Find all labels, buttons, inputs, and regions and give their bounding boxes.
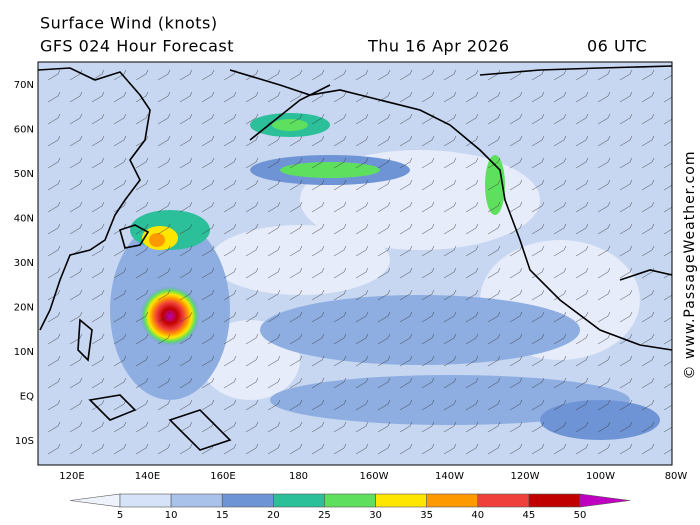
lon-label: 180 [289, 471, 308, 482]
colorbar-label: 45 [523, 510, 536, 521]
colorbar-label: 25 [318, 510, 331, 521]
credit: © www.PassageWeather.com [682, 150, 698, 379]
colorbar-start [69, 493, 121, 508]
colorbar-label: 30 [369, 510, 382, 521]
colorbar-label: 20 [267, 510, 280, 521]
colorbar-label: 40 [471, 510, 484, 521]
map-field [38, 62, 672, 465]
colorbar: 5 10 15 20 25 30 35 40 45 50 [69, 493, 631, 521]
lon-label: 140E [135, 471, 160, 482]
colorbar-label: 10 [165, 510, 178, 521]
colorbar-segment [273, 493, 325, 508]
lat-label: 10S [15, 436, 34, 447]
lon-label: 100W [586, 471, 615, 482]
lat-label: 40N [14, 214, 34, 225]
time: 06 UTC [587, 37, 647, 56]
lat-label: 50N [14, 169, 34, 180]
date: Thu 16 Apr 2026 [367, 37, 510, 56]
map-frame [37, 61, 673, 466]
colorbar-segment [170, 493, 223, 508]
lon-label: 160W [360, 471, 389, 482]
lat-label: 70N [14, 80, 34, 91]
lat-label: EQ [20, 392, 34, 403]
colorbar-label: 5 [117, 510, 123, 521]
lat-label: 10N [14, 347, 34, 358]
colorbar-segment [426, 493, 479, 508]
colorbar-segment [528, 493, 581, 508]
lon-label: 80W [665, 471, 688, 482]
lat-label: 60N [14, 125, 34, 136]
colorbar-segment [119, 493, 172, 508]
lon-label: 160E [210, 471, 235, 482]
coastlines [37, 65, 673, 451]
colorbar-segment [221, 493, 274, 508]
colorbar-segment [375, 493, 427, 508]
colorbar-label: 50 [574, 510, 587, 521]
colorbar-segment [477, 493, 530, 508]
lon-label: 140W [435, 471, 464, 482]
lon-label: 120E [59, 471, 84, 482]
colorbar-label: 35 [420, 510, 433, 521]
model: GFS 024 Hour Forecast [40, 37, 234, 56]
lat-label: 20N [14, 303, 34, 314]
axis-labels: 70N 60N 50N 40N 30N 20N 10N EQ 10S 120E 140E 160E 18… [14, 80, 688, 482]
lon-label: 120W [511, 471, 540, 482]
colorbar-end [579, 493, 631, 508]
title: Surface Wind (knots) [40, 14, 218, 33]
colorbar-label: 15 [216, 510, 229, 521]
colorbar-segment [324, 493, 376, 508]
lat-label: 30N [14, 258, 34, 269]
